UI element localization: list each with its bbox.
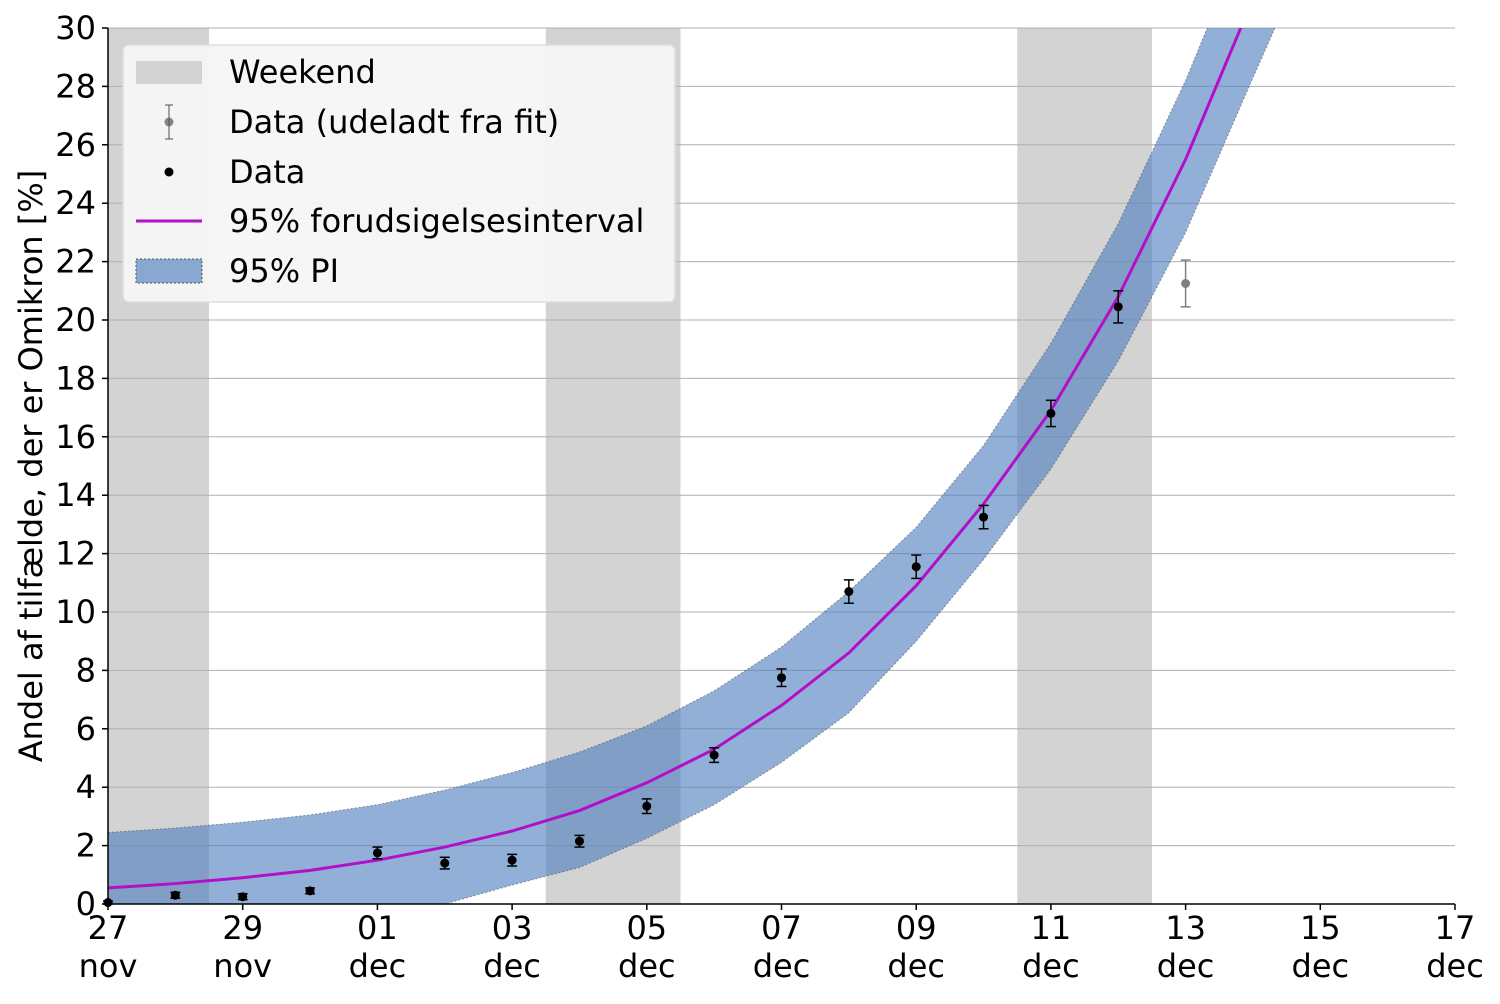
y-tick-label: 16 — [55, 418, 96, 456]
x-tick-month: dec — [1022, 947, 1080, 985]
prediction-band-layer — [108, 28, 1276, 904]
data-marker — [979, 512, 989, 522]
data-marker — [709, 750, 719, 760]
legend-label-band: 95% PI — [229, 252, 339, 290]
legend-label-line: 95% forudsigelsesinterval — [229, 202, 644, 240]
data-point — [641, 798, 652, 815]
data-marker — [1113, 302, 1123, 312]
y-tick-label: 14 — [55, 476, 96, 514]
fit-line — [108, 28, 1243, 890]
legend-label-data: Data — [229, 153, 305, 191]
prediction-band — [108, 28, 1276, 904]
x-tick-day: 15 — [1300, 909, 1341, 947]
data-point — [776, 668, 787, 688]
data-point — [978, 504, 989, 530]
data-point — [1045, 399, 1056, 428]
x-tick-day: 01 — [357, 909, 398, 947]
data-point — [507, 853, 518, 867]
x-tick-day: 29 — [222, 909, 263, 947]
y-tick-label: 2 — [76, 827, 96, 865]
data-point — [1113, 290, 1124, 324]
x-tick-month: dec — [1426, 947, 1484, 985]
data-point — [843, 579, 854, 604]
legend-label-weekend: Weekend — [229, 53, 376, 91]
x-tick-month: dec — [349, 947, 407, 985]
x-tick-day: 05 — [626, 909, 667, 947]
y-tick-label: 26 — [55, 126, 96, 164]
data-marker — [507, 855, 517, 865]
data-marker — [372, 848, 382, 858]
y-tick-label: 22 — [55, 243, 96, 281]
data-marker — [440, 858, 450, 868]
x-tick-day: 17 — [1435, 909, 1476, 947]
data-marker — [305, 886, 315, 896]
legend-swatch-weekend — [136, 61, 202, 84]
data-marker — [777, 673, 786, 683]
x-tick-day: 13 — [1165, 909, 1206, 947]
data-point — [574, 834, 585, 848]
data-point — [305, 886, 316, 896]
x-tick-month: dec — [1157, 947, 1215, 985]
x-tick-day: 07 — [761, 909, 802, 947]
y-tick-label: 4 — [76, 768, 96, 806]
data-marker — [238, 892, 248, 902]
data-point — [709, 747, 720, 764]
x-tick-month: dec — [483, 947, 541, 985]
legend-label-excluded: Data (udeladt fra fit) — [229, 103, 559, 141]
legend: Weekend Data (udeladt fra fit) Data 95% … — [122, 44, 676, 303]
data-marker — [574, 836, 584, 846]
data-point — [170, 890, 181, 900]
x-tick-month: nov — [79, 947, 138, 985]
data-point — [911, 554, 922, 580]
data-marker — [911, 562, 921, 572]
data-point — [237, 892, 248, 902]
y-axis-label: Andel af tilfælde, der er Omikron [%] — [12, 170, 50, 763]
x-tick-day: 11 — [1031, 909, 1072, 947]
x-tick-day: 27 — [88, 909, 129, 947]
y-tick-label: 18 — [55, 359, 96, 397]
data-marker — [1181, 279, 1191, 288]
y-tick-label: 30 — [55, 9, 96, 47]
legend-box — [122, 44, 676, 303]
y-tick-label: 10 — [55, 593, 96, 631]
fit-line-layer — [108, 28, 1243, 890]
y-tick-label: 20 — [55, 301, 96, 339]
y-tick-label: 24 — [55, 184, 96, 222]
y-tick-label: 8 — [76, 651, 96, 689]
y-tick-label: 0 — [76, 885, 96, 923]
x-tick-month: dec — [887, 947, 945, 985]
data-point — [372, 846, 383, 860]
data-marker — [1046, 408, 1056, 418]
data-marker — [170, 890, 180, 900]
data-marker — [844, 587, 854, 597]
data-point — [439, 856, 450, 870]
y-tick-label: 12 — [55, 535, 96, 573]
legend-swatch-band — [135, 258, 203, 284]
legend-swatch-excluded — [164, 104, 174, 140]
data-points-layer — [103, 259, 1191, 908]
x-tick-day: 09 — [896, 909, 937, 947]
legend-swatch-data — [164, 167, 174, 177]
data-marker — [642, 801, 652, 811]
excluded-data-point — [1180, 259, 1191, 308]
y-tick-label: 28 — [55, 67, 96, 105]
x-tick-month: nov — [213, 947, 272, 985]
x-tick-day: 03 — [492, 909, 533, 947]
x-tick-month: dec — [1292, 947, 1350, 985]
x-tick-month: dec — [618, 947, 676, 985]
x-tick-labels: 27nov29nov01dec03dec05dec07dec09dec11dec… — [79, 904, 1484, 985]
x-tick-month: dec — [753, 947, 811, 985]
y-tick-label: 6 — [76, 710, 96, 748]
